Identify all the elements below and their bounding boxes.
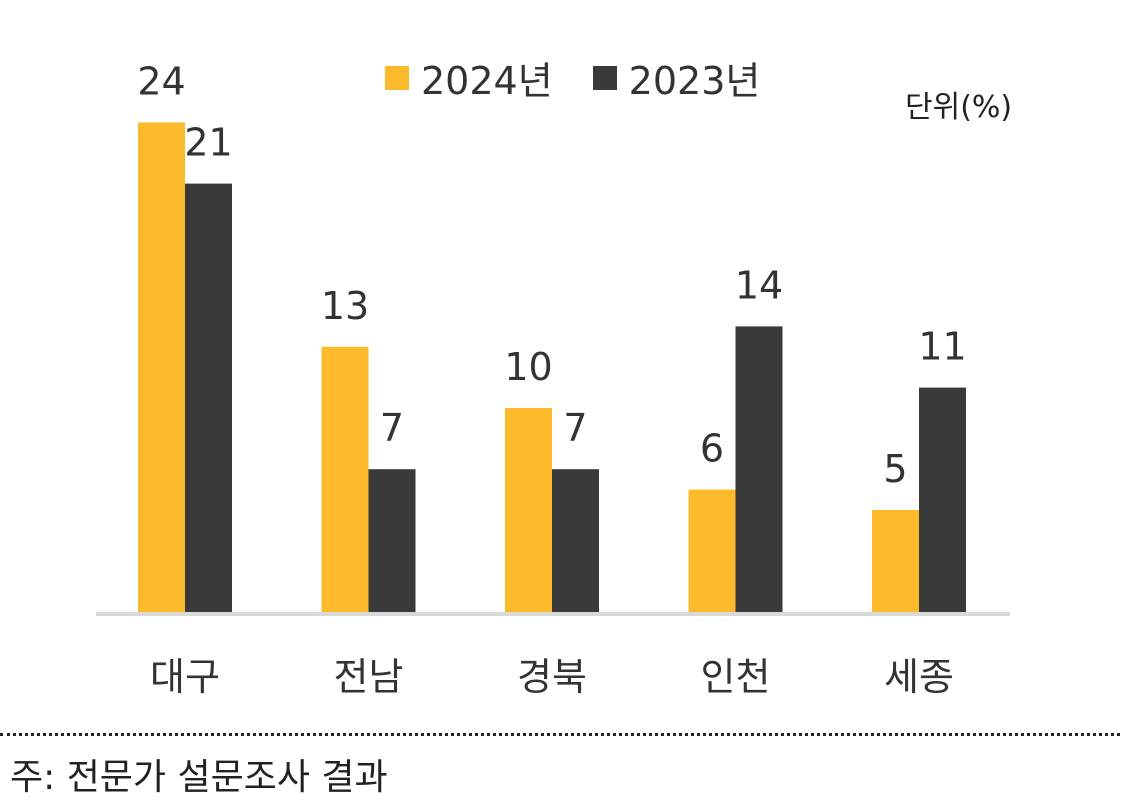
bar-2024-1	[321, 346, 369, 612]
legend-item-2024: 2024년	[385, 50, 553, 105]
value-label-2023-4: 11	[918, 325, 966, 369]
x-tick-label-0: 대구	[150, 655, 220, 699]
value-label-2023-2: 7	[563, 406, 587, 450]
bar-2023-2	[552, 469, 599, 612]
x-tick-labels-group: 대구 전남 경북 인천 세종	[150, 655, 954, 699]
x-tick-label-2: 경북	[517, 655, 587, 699]
value-label-2024-1: 13	[321, 284, 369, 328]
bars-group	[138, 122, 966, 613]
value-label-2024-0: 24	[137, 59, 185, 103]
bar-2024-4	[872, 510, 919, 612]
legend: 2024년 2023년	[385, 50, 760, 105]
value-label-2023-0: 21	[184, 121, 232, 165]
x-tick-label-4: 세종	[884, 655, 954, 699]
x-tick-label-1: 전남	[334, 655, 404, 699]
value-label-2024-2: 10	[504, 345, 552, 389]
value-label-2023-1: 7	[380, 406, 404, 450]
value-label-2023-3: 14	[735, 263, 783, 307]
legend-item-2023: 2023년	[592, 50, 761, 105]
legend-label-2024: 2024년	[421, 59, 553, 103]
value-label-2024-4: 5	[883, 447, 907, 491]
legend-swatch-2024	[385, 65, 409, 90]
x-tick-label-3: 인천	[701, 655, 771, 699]
bar-2023-1	[368, 469, 416, 612]
footnote-divider	[0, 733, 1120, 736]
bar-2024-3	[688, 489, 736, 612]
legend-label-2023: 2023년	[628, 59, 761, 103]
legend-swatch-2023	[592, 65, 617, 90]
value-label-2024-3: 6	[700, 427, 724, 471]
unit-label: 단위(%)	[905, 90, 1013, 125]
bar-2023-0	[185, 183, 232, 612]
bar-2024-0	[138, 122, 185, 613]
bar-2023-3	[735, 326, 783, 612]
bar-2024-2	[505, 408, 552, 612]
bar-2023-4	[919, 387, 966, 612]
footnote: 주: 전문가 설문조사 결과	[10, 757, 388, 798]
